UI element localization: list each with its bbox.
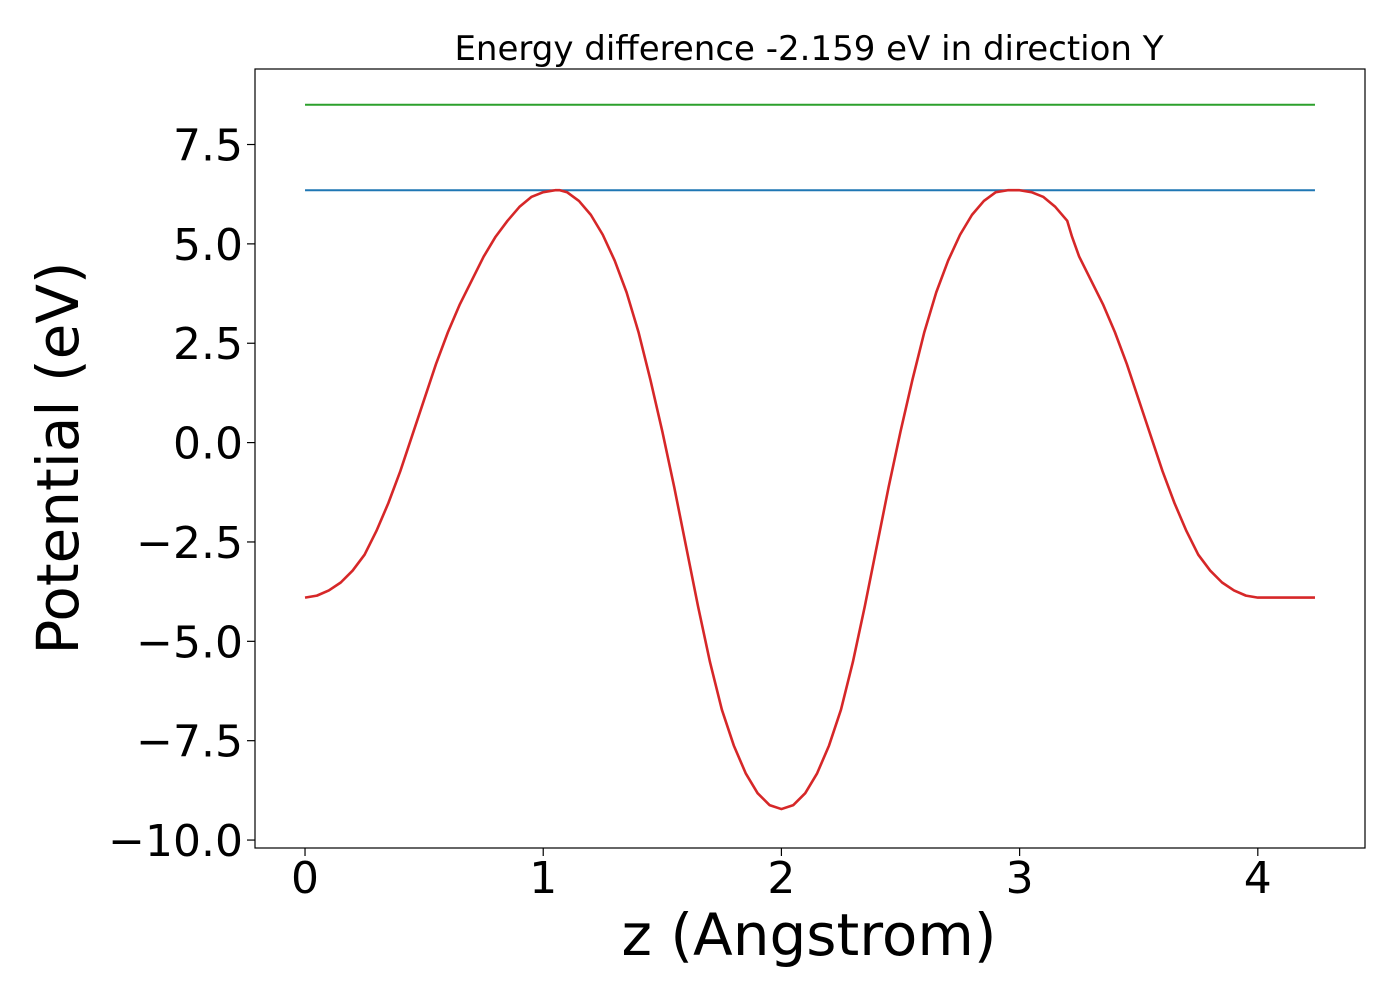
y-axis-ticks: 7.5 5.0 2.5 0.0 −2.5 −5.0 −7.5 −10.0 [108,121,255,867]
y-tick-label: −7.5 [136,717,243,768]
y-tick-label: −2.5 [136,518,243,569]
plot-frame [254,68,1366,849]
x-axis-ticks: 0 1 2 3 4 [291,848,1272,904]
x-axis-label: z (Angstrom) [622,901,997,969]
chart-title: Energy difference -2.159 eV in direction… [454,29,1163,69]
x-tick-label: 3 [1006,853,1034,904]
y-tick-label: 5.0 [173,220,243,271]
series-line-3 [304,188,1315,811]
plot-lines [304,103,1315,811]
y-tick-label: 0.0 [173,419,243,470]
y-tick-label: 7.5 [173,121,243,172]
y-tick-label: −5.0 [136,617,243,668]
x-tick-label: 4 [1244,853,1272,904]
x-tick-label: 2 [767,853,795,904]
y-tick-label: −10.0 [108,816,243,867]
x-tick-label: 1 [529,853,557,904]
x-tick-label: 0 [291,853,319,904]
y-tick-label: 2.5 [173,319,243,370]
y-axis-label: Potential (eV) [24,261,92,654]
